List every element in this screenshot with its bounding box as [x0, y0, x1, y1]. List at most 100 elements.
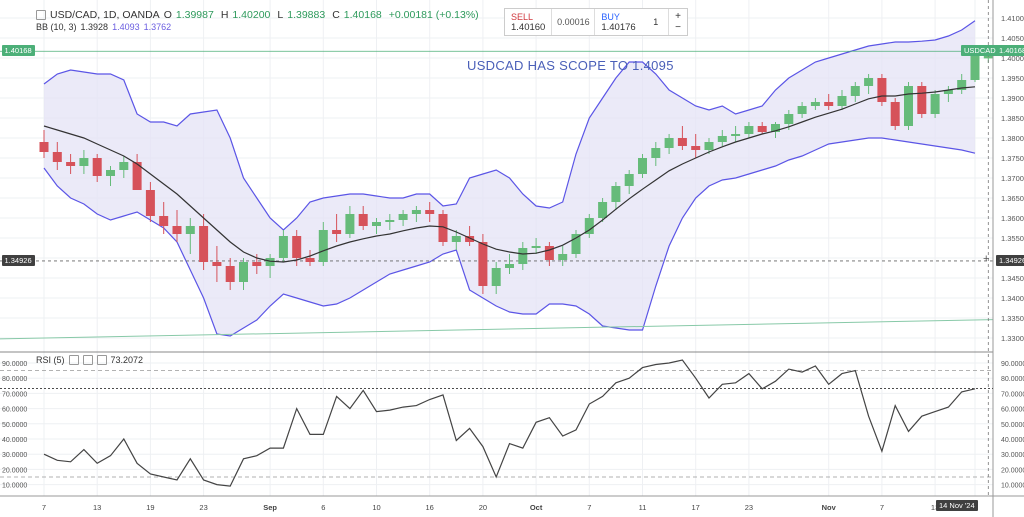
- remove-toggle-icon[interactable]: [96, 355, 107, 365]
- close-value: 1.40168: [343, 9, 382, 21]
- date-tick-label: 7: [587, 503, 591, 512]
- candle-body: [398, 214, 408, 220]
- candle-body: [478, 242, 488, 286]
- symbol-price-tag: USDCAD: [961, 45, 999, 56]
- close-key: C: [332, 9, 340, 21]
- candle-body: [358, 214, 368, 226]
- rsi-tick-label: 50.0000: [2, 422, 27, 429]
- candle-body: [771, 124, 780, 132]
- candle: [584, 214, 594, 238]
- quantity-input[interactable]: 1: [653, 17, 659, 27]
- rsi-level-lines: [0, 370, 993, 478]
- candle-body: [544, 246, 554, 260]
- rsi-value: 73.2072: [110, 355, 144, 365]
- candle: [465, 226, 475, 246]
- candle: [731, 126, 741, 142]
- rsi-tick-label: 30.0000: [2, 452, 27, 459]
- candle-body: [305, 258, 315, 262]
- candle: [691, 134, 701, 158]
- crosshair-plus-icon[interactable]: +: [983, 253, 990, 265]
- candle-body: [332, 230, 342, 234]
- date-tick-label: 13: [931, 503, 939, 512]
- candle-body: [584, 218, 594, 234]
- candle: [145, 182, 155, 222]
- date-tick-label: 7: [42, 503, 46, 512]
- date-axis-ticks: 7131923Sep6101620Oct7111723Nov7131: [42, 503, 977, 512]
- candle: [757, 122, 767, 134]
- price-tick-label: 1.33000: [1001, 334, 1024, 343]
- support-trendline[interactable]: [0, 319, 994, 340]
- price-tick-label: 1.39000: [1001, 94, 1024, 103]
- rsi-legend: RSI (5) 73.2072: [36, 355, 143, 365]
- date-tick-label: 20: [479, 503, 487, 512]
- candle-body: [252, 262, 262, 266]
- rsi-tick-label: 40.0000: [1001, 437, 1024, 444]
- crosshair-price-left-tag: 1.34926: [1, 255, 35, 266]
- date-tick-label: 10: [372, 503, 380, 512]
- settings-toggle-icon[interactable]: [68, 355, 79, 365]
- candle: [717, 130, 727, 146]
- candle-body: [92, 158, 102, 176]
- bb-lower-value: 1.3762: [143, 22, 172, 32]
- candle: [92, 154, 102, 182]
- candle: [505, 254, 514, 274]
- candle-body: [864, 78, 874, 86]
- minus-icon[interactable]: −: [675, 22, 681, 33]
- candle-body: [52, 152, 62, 162]
- low-value: 1.39883: [287, 9, 326, 21]
- symbol-title[interactable]: USD/CAD, 1D, OANDA: [50, 9, 160, 21]
- rsi-tick-label: 90.0000: [1001, 361, 1024, 368]
- candle: [531, 238, 541, 254]
- candle: [225, 258, 235, 290]
- plus-icon[interactable]: +: [675, 11, 681, 22]
- candle: [544, 242, 554, 266]
- rsi-line: [43, 359, 976, 487]
- candle-body: [638, 158, 647, 174]
- candle: [491, 262, 501, 294]
- candle: [212, 246, 222, 282]
- candle-body: [957, 80, 967, 90]
- quantity-stepper[interactable]: + −: [668, 9, 687, 35]
- rsi-tick-label: 20.0000: [2, 467, 27, 474]
- candle-body: [145, 190, 155, 216]
- candle-body: [531, 246, 541, 248]
- candle-body: [624, 174, 634, 186]
- candle: [39, 130, 49, 158]
- buy-price: 1.40176: [601, 21, 636, 33]
- bb-label[interactable]: BB (10, 3): [36, 22, 77, 32]
- candle: [66, 154, 76, 174]
- candle-body: [611, 186, 621, 202]
- bollinger-lower-band: [43, 137, 976, 337]
- rsi-tick-label: 10.0000: [2, 483, 27, 490]
- collapse-toggle-icon[interactable]: [36, 10, 46, 20]
- candle-body: [425, 210, 435, 214]
- price-axis-ticks: 1.41000 1.40500 1.40000 1.39500 1.39000 1.385…: [1001, 14, 1024, 343]
- rsi-label[interactable]: RSI (5): [36, 355, 65, 365]
- symbol-legend: USD/CAD, 1D, OANDA O 1.39987 H 1.40200 L 1.…: [36, 9, 482, 21]
- candle-body: [664, 138, 674, 148]
- candle-body: [185, 226, 195, 234]
- rsi-tick-label: 50.0000: [1001, 422, 1024, 429]
- candle-body: [677, 138, 687, 146]
- candle: [451, 230, 461, 250]
- last-price-left-tag: 1.40168: [1, 45, 35, 56]
- candle-body: [837, 96, 847, 106]
- candle: [917, 82, 927, 118]
- candle: [850, 82, 860, 102]
- visibility-toggle-icon[interactable]: [82, 355, 93, 365]
- price-tick-label: 1.37000: [1001, 174, 1024, 183]
- candle: [744, 122, 754, 138]
- sell-button[interactable]: SELL 1.40160: [505, 9, 553, 35]
- candle: [172, 210, 182, 242]
- buy-button[interactable]: BUY 1.40176: [594, 9, 643, 35]
- candle: [278, 230, 288, 262]
- candle-body: [797, 106, 807, 114]
- candle-body: [930, 94, 940, 114]
- candle: [890, 98, 900, 130]
- candle: [411, 206, 421, 222]
- change-value: +0.00181 (+0.13%): [388, 9, 479, 21]
- date-tick-label: 6: [321, 503, 325, 512]
- candle-body: [970, 54, 980, 80]
- chart-annotation[interactable]: USDCAD HAS SCOPE TO 1.4095: [467, 58, 674, 73]
